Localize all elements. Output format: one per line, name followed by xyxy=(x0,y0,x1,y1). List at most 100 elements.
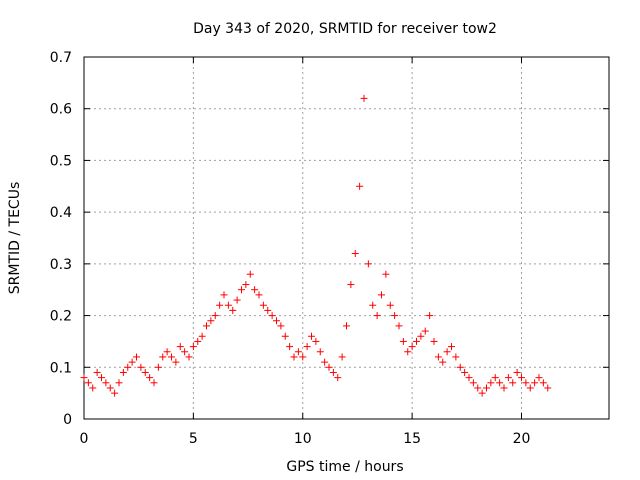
data-point xyxy=(211,312,219,320)
y-tick-label: 0.3 xyxy=(50,257,72,273)
data-point xyxy=(84,379,92,387)
data-point xyxy=(504,374,512,382)
data-point xyxy=(434,353,442,361)
data-point xyxy=(421,327,429,335)
data-point xyxy=(238,286,245,294)
data-point xyxy=(404,348,412,356)
data-point xyxy=(194,337,202,345)
x-tick-label: 15 xyxy=(403,431,421,447)
data-point xyxy=(373,312,381,320)
data-point xyxy=(461,368,469,376)
data-point xyxy=(417,332,425,340)
data-point xyxy=(141,368,149,376)
data-point xyxy=(487,379,495,387)
x-axis-label: GPS time / hours xyxy=(286,459,403,475)
x-tick-label: 10 xyxy=(294,431,312,447)
data-point xyxy=(146,374,154,382)
data-point xyxy=(189,343,197,351)
data-point xyxy=(391,312,399,320)
data-point xyxy=(531,379,539,387)
data-point xyxy=(343,322,350,330)
data-point xyxy=(509,379,517,387)
data-point xyxy=(426,312,434,320)
data-point xyxy=(500,384,508,392)
data-point xyxy=(413,337,420,345)
data-point xyxy=(430,337,438,345)
data-point xyxy=(382,270,390,278)
data-point xyxy=(168,353,175,361)
data-point xyxy=(290,353,298,361)
data-point xyxy=(150,379,158,387)
data-point xyxy=(242,281,250,289)
data-point xyxy=(351,250,359,258)
data-point xyxy=(80,374,88,382)
data-point xyxy=(286,343,294,351)
data-point xyxy=(264,306,272,314)
data-point xyxy=(268,312,276,320)
data-point xyxy=(338,353,346,361)
data-point xyxy=(483,384,490,392)
data-point xyxy=(360,94,368,102)
data-point xyxy=(89,384,97,392)
data-point xyxy=(364,260,372,268)
data-point xyxy=(294,348,302,356)
data-point xyxy=(106,384,114,392)
data-point xyxy=(478,389,486,397)
x-tick-label: 0 xyxy=(80,431,89,447)
data-point xyxy=(539,379,547,387)
data-point xyxy=(119,368,127,376)
data-point xyxy=(255,291,263,299)
data-point xyxy=(115,379,123,387)
data-point xyxy=(448,343,455,351)
data-point xyxy=(469,379,477,387)
data-markers xyxy=(80,94,552,397)
data-point xyxy=(220,291,228,299)
data-point xyxy=(321,358,329,366)
data-point xyxy=(111,389,119,397)
data-point xyxy=(325,363,333,371)
chart-grid xyxy=(84,57,609,419)
data-point xyxy=(98,374,105,382)
data-point xyxy=(329,368,337,376)
data-point xyxy=(526,384,534,392)
data-point xyxy=(535,374,543,382)
plot-frame xyxy=(83,56,610,420)
data-point xyxy=(163,348,171,356)
data-point xyxy=(198,332,206,340)
data-point xyxy=(159,353,167,361)
data-point xyxy=(378,291,385,299)
data-point xyxy=(513,368,521,376)
data-point xyxy=(273,317,280,325)
data-point xyxy=(203,322,210,330)
data-point xyxy=(456,363,464,371)
data-point xyxy=(133,353,140,361)
data-point xyxy=(395,322,403,330)
data-point xyxy=(207,317,215,325)
data-point xyxy=(356,182,364,190)
data-point xyxy=(176,343,184,351)
data-point xyxy=(312,337,320,345)
data-point xyxy=(299,353,307,361)
data-point xyxy=(518,374,525,382)
data-point xyxy=(246,270,254,278)
y-tick-label: 0.1 xyxy=(50,360,72,376)
chart-title: Day 343 of 2020, SRMTID for receiver tow… xyxy=(193,21,497,37)
data-point xyxy=(491,374,499,382)
y-tick-label: 0.2 xyxy=(50,309,72,325)
data-point xyxy=(408,343,416,351)
data-point xyxy=(102,379,110,387)
data-point xyxy=(386,301,394,309)
data-point xyxy=(185,353,193,361)
data-point xyxy=(308,332,315,340)
data-point xyxy=(124,363,132,371)
data-point xyxy=(465,374,473,382)
data-point xyxy=(229,306,237,314)
data-point xyxy=(251,286,259,294)
data-point xyxy=(154,363,162,371)
y-tick-label: 0 xyxy=(63,412,72,428)
data-point xyxy=(369,301,377,309)
data-point xyxy=(277,322,285,330)
data-point xyxy=(347,281,355,289)
y-tick-label: 0.7 xyxy=(50,50,72,66)
